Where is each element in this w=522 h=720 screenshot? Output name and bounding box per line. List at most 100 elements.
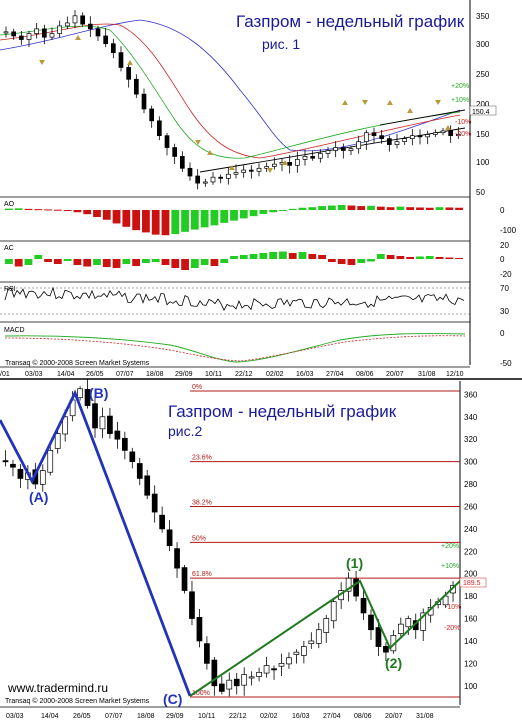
candle-body bbox=[26, 33, 32, 40]
candle-body bbox=[348, 148, 354, 151]
candle-body bbox=[397, 623, 404, 634]
histogram-bar bbox=[210, 210, 219, 226]
candle-body bbox=[363, 132, 369, 142]
histogram-bar bbox=[367, 259, 375, 262]
candle-body bbox=[330, 601, 337, 622]
candle-body bbox=[248, 676, 255, 679]
channel-trendline bbox=[379, 109, 466, 126]
histogram-bar bbox=[171, 210, 180, 235]
watermark-text: www.tradermind.ru bbox=[7, 681, 108, 695]
y-tick: 30 bbox=[500, 307, 509, 316]
x-tick: 27/04 bbox=[323, 713, 341, 720]
x-tick: /01 bbox=[0, 371, 10, 378]
histogram-bar bbox=[132, 210, 141, 231]
histogram-bar bbox=[347, 259, 356, 265]
candle-body bbox=[440, 130, 446, 134]
top-x-axis: /01 03/03 14/04 26/05 07/07 18/08 29/09 … bbox=[0, 366, 470, 378]
candle-body bbox=[18, 35, 24, 40]
pct-label: -20% bbox=[444, 625, 460, 632]
macd-signal-line bbox=[4, 335, 466, 362]
histogram-bar bbox=[112, 210, 121, 224]
y-tick: 250 bbox=[476, 70, 490, 79]
histogram-bar bbox=[161, 210, 170, 236]
candle-body bbox=[10, 463, 16, 468]
candle-body bbox=[432, 132, 438, 135]
candle-body bbox=[181, 567, 188, 591]
candle-body bbox=[107, 415, 113, 434]
y-tick: 350 bbox=[476, 12, 490, 21]
candle-body bbox=[218, 176, 224, 179]
pct-label: +10% bbox=[441, 563, 459, 570]
histogram-bar bbox=[5, 259, 13, 264]
x-tick: 03/03 bbox=[6, 713, 24, 720]
histogram-bar bbox=[230, 256, 238, 259]
histogram-bar bbox=[435, 207, 444, 210]
y-tick: 320 bbox=[464, 435, 478, 444]
candle-body bbox=[368, 614, 374, 631]
candle-body bbox=[87, 23, 93, 30]
ac-panel: AC 20 0 -20 bbox=[0, 240, 512, 279]
histogram-bar bbox=[63, 259, 72, 261]
histogram-bar bbox=[357, 206, 366, 210]
candle-body bbox=[233, 172, 239, 175]
histogram-bar bbox=[132, 259, 141, 266]
histogram-bar bbox=[416, 207, 424, 210]
candle-body bbox=[144, 475, 151, 496]
candle-body bbox=[103, 35, 109, 45]
candle-body bbox=[308, 640, 315, 645]
pct-label: +10% bbox=[451, 97, 469, 104]
y-tick: 280 bbox=[464, 480, 478, 489]
pct-label: -10% bbox=[445, 604, 461, 611]
candle-body bbox=[159, 514, 165, 530]
candle-body bbox=[49, 33, 55, 38]
fractal-arrow bbox=[435, 100, 441, 105]
x-tick: 10/11 bbox=[198, 713, 215, 720]
fib-label: 61.8% bbox=[192, 571, 212, 578]
candle-body bbox=[315, 629, 322, 644]
candle-body bbox=[57, 25, 63, 34]
histogram-bar bbox=[318, 255, 326, 259]
histogram-bar bbox=[142, 210, 150, 233]
histogram-bar bbox=[151, 259, 160, 262]
y-tick: 70 bbox=[500, 284, 509, 293]
top-y-axis: 350 300 250 200 150 100 50 150.4 bbox=[469, 12, 497, 197]
y-tick: 160 bbox=[464, 615, 478, 624]
x-tick: 26/05 bbox=[86, 371, 104, 378]
fractal-arrow bbox=[127, 60, 133, 65]
bottom-candles bbox=[2, 379, 456, 697]
histogram-bar bbox=[14, 208, 23, 210]
histogram-bar bbox=[416, 256, 424, 259]
y-tick: 240 bbox=[464, 525, 478, 534]
pct-label: +20% bbox=[451, 83, 469, 90]
candle-body bbox=[84, 389, 91, 406]
candle-body bbox=[371, 132, 377, 137]
candle-body bbox=[271, 163, 277, 167]
histogram-bar bbox=[142, 259, 150, 263]
y-tick: 50 bbox=[476, 188, 485, 197]
macd-label: MACD bbox=[4, 327, 25, 334]
candle-body bbox=[233, 678, 240, 687]
rsi-label: RSI bbox=[4, 286, 16, 293]
histogram-bar bbox=[337, 204, 346, 210]
histogram-bar bbox=[327, 205, 336, 210]
candle-body bbox=[386, 138, 392, 145]
x-tick: 31/08 bbox=[416, 713, 434, 720]
candle-body bbox=[353, 578, 359, 597]
candle-body bbox=[17, 468, 24, 479]
candle-body bbox=[325, 150, 331, 154]
candle-body bbox=[80, 15, 86, 25]
candle-body bbox=[417, 135, 423, 138]
histogram-bar bbox=[220, 210, 229, 223]
histogram-bar bbox=[337, 259, 346, 264]
candle-body bbox=[133, 78, 139, 95]
y-tick: 100 bbox=[464, 682, 478, 691]
top-chart: Газпром - недельный график рис. 1 350 30… bbox=[0, 0, 517, 378]
candle-body bbox=[34, 28, 40, 34]
candle-body bbox=[110, 43, 116, 53]
candle-body bbox=[409, 135, 415, 139]
fib-label: 38.2% bbox=[192, 499, 212, 506]
histogram-bar bbox=[53, 209, 62, 211]
histogram-bar bbox=[220, 259, 229, 263]
y-tick: 0 bbox=[500, 329, 505, 338]
histogram-bar bbox=[357, 259, 366, 263]
